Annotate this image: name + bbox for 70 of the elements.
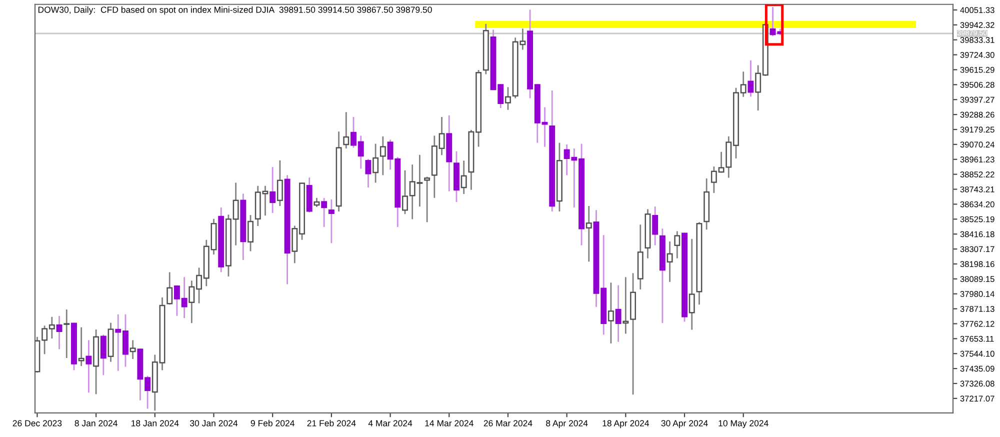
y-tick-label: 38525.19 bbox=[960, 216, 994, 222]
candlestick bbox=[166, 272, 173, 306]
candlestick bbox=[748, 60, 754, 98]
x-tick-label: 30 Jan 2024 bbox=[190, 420, 238, 426]
y-tick-label: 38743.21 bbox=[960, 186, 994, 192]
y-tick-label: 37435.09 bbox=[960, 366, 994, 372]
y-tick-label: 40051.33 bbox=[960, 7, 994, 14]
y-tick-label: 37871.13 bbox=[960, 306, 994, 312]
y-tick-label: 39288.26 bbox=[960, 112, 994, 118]
x-tick-label: 18 Apr 2024 bbox=[602, 420, 650, 428]
candlestick bbox=[380, 136, 386, 176]
x-tick-label: 18 Jan 2024 bbox=[131, 420, 179, 426]
y-tick-label: 39942.32 bbox=[960, 22, 994, 28]
y-tick-label: 37653.11 bbox=[960, 336, 994, 342]
candlestick bbox=[276, 160, 283, 207]
y-tick-label: 39724.30 bbox=[960, 52, 994, 58]
x-tick-label: 4 Mar 2024 bbox=[368, 420, 412, 426]
candlestick bbox=[321, 197, 328, 228]
y-tick-label: 37217.07 bbox=[960, 396, 994, 402]
candlestick bbox=[78, 326, 84, 367]
x-tick-label: 21 Feb 2024 bbox=[307, 420, 356, 426]
candlestick bbox=[666, 240, 673, 283]
y-tick-label: 39070.24 bbox=[960, 142, 994, 148]
candlestick bbox=[248, 214, 254, 252]
candlestick bbox=[365, 158, 372, 188]
y-tick-label: 39397.27 bbox=[960, 96, 994, 103]
y-tick-label: 38961.23 bbox=[960, 156, 994, 162]
y-tick-label: 39179.25 bbox=[960, 126, 994, 133]
candlestick bbox=[504, 86, 511, 111]
x-tick-label: 30 Apr 2024 bbox=[661, 420, 708, 428]
y-tick-label: 37326.08 bbox=[960, 380, 994, 387]
y-tick-label: 37980.14 bbox=[960, 291, 994, 297]
y-tick-label: 38416.18 bbox=[960, 231, 994, 238]
x-tick-label: 26 Dec 2023 bbox=[12, 420, 62, 426]
y-tick-label: 39506.28 bbox=[960, 82, 994, 88]
chart-title: DOW30, Daily: CFD based on spot on index Mini-sized DJIA 39891.50 39914.50 39867.50 39879.50 bbox=[38, 6, 432, 15]
y-tick-label: 38089.15 bbox=[960, 276, 994, 282]
candlestick bbox=[586, 205, 592, 262]
y-tick-label: 38634.20 bbox=[960, 201, 994, 208]
x-tick-label: 10 May 2024 bbox=[718, 420, 768, 428]
candlestick bbox=[372, 143, 379, 184]
candlestick bbox=[64, 308, 70, 359]
y-tick-label: 38198.16 bbox=[960, 261, 994, 268]
candlestick bbox=[688, 238, 695, 330]
candlestick bbox=[608, 282, 614, 344]
candlestick bbox=[86, 339, 92, 394]
candlestick bbox=[652, 206, 658, 246]
y-tick-label: 37762.12 bbox=[960, 320, 994, 327]
x-tick-label: 8 Jan 2024 bbox=[74, 420, 118, 426]
candlestick bbox=[130, 339, 136, 360]
candlestick bbox=[615, 284, 622, 343]
candlestick bbox=[674, 230, 680, 260]
candlestick bbox=[328, 198, 334, 244]
x-tick-label: 9 Feb 2024 bbox=[250, 420, 294, 426]
candlestick bbox=[460, 160, 467, 195]
x-tick-label: 26 Mar 2024 bbox=[484, 420, 532, 426]
candlestick bbox=[56, 315, 62, 350]
x-tick-label: 14 Mar 2024 bbox=[425, 420, 474, 426]
candlestick bbox=[622, 276, 629, 334]
y-tick-label: 39615.29 bbox=[960, 66, 994, 73]
candlestick bbox=[100, 334, 106, 376]
y-tick-label: 37544.10 bbox=[960, 350, 994, 357]
candlestick bbox=[270, 166, 276, 214]
y-tick-label: 38852.22 bbox=[960, 172, 994, 178]
candlestick bbox=[314, 197, 320, 208]
candlestick bbox=[424, 176, 430, 223]
y-tick-label: 38307.17 bbox=[960, 246, 994, 252]
x-tick-label: 8 Apr 2024 bbox=[546, 420, 588, 428]
candlestick bbox=[343, 111, 350, 150]
y-tick-label: 39833.31 bbox=[960, 37, 994, 43]
